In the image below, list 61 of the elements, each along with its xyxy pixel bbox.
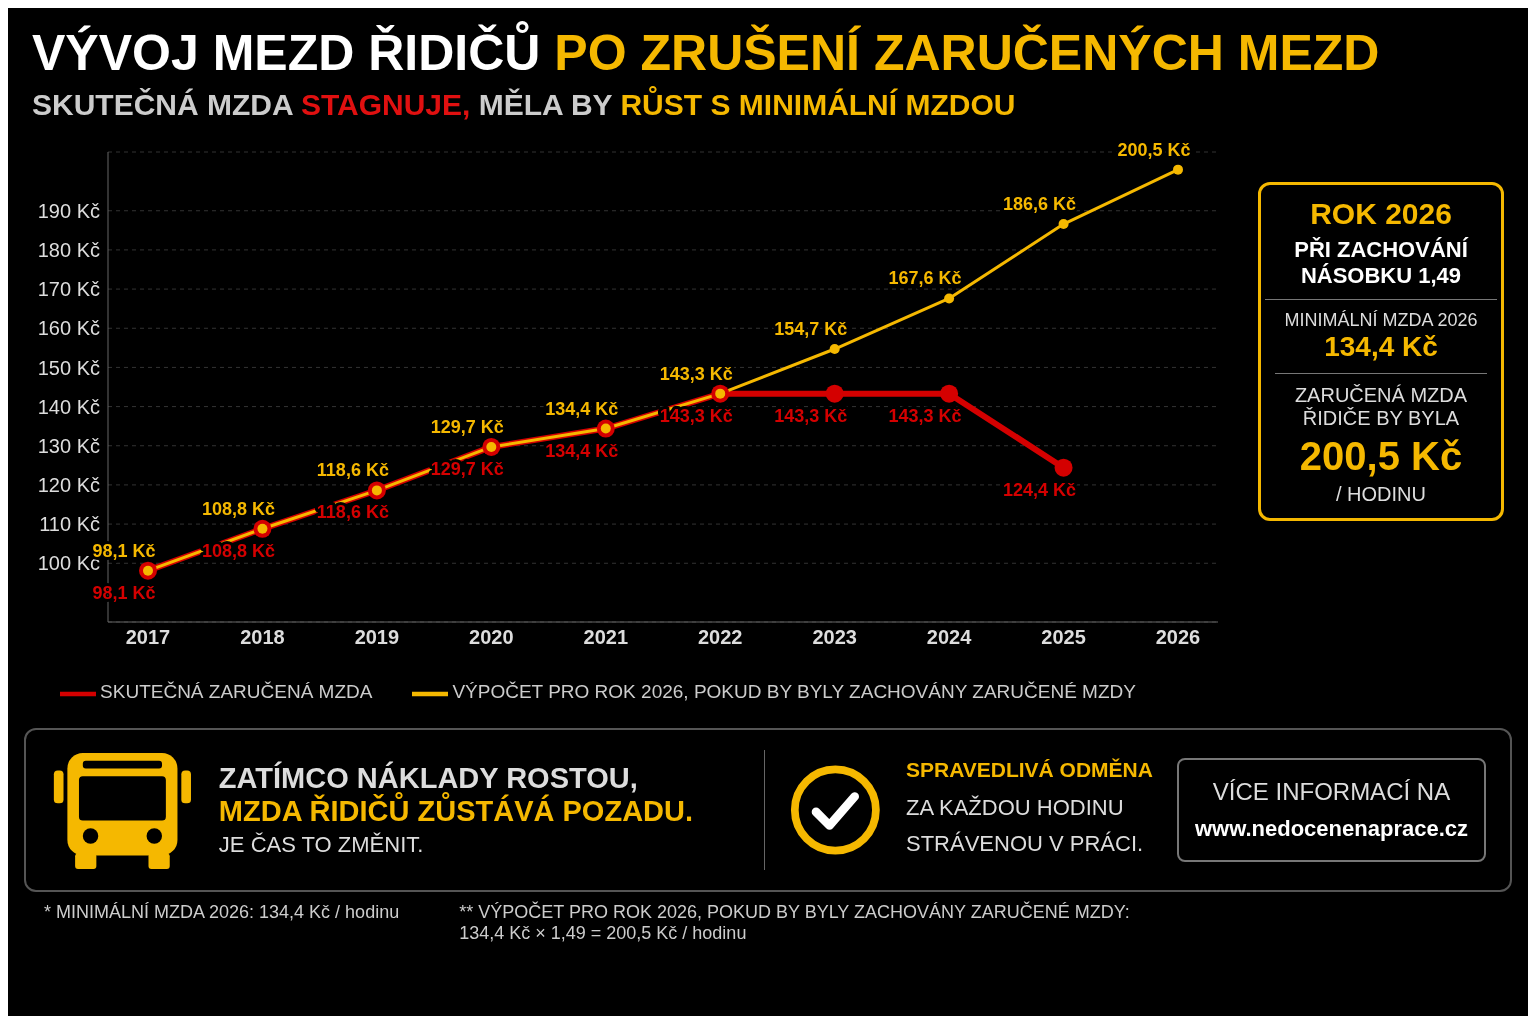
text: ROK 2026 [1309, 197, 1453, 231]
data-label: 143,3 Kč [659, 363, 733, 384]
point [1173, 164, 1183, 175]
x-tick-label: 2018 [240, 626, 285, 649]
data-label: 129,7 Kč [430, 416, 504, 437]
text: PŘI ZACHOVÁNÍ NÁSOBKU 1,49 [1293, 237, 1470, 289]
text: MINIMÁLNÍ MZDA 2026 [1265, 299, 1497, 331]
text: * MINIMÁLNÍ MZDA 2026: 134,4 Kč / hodinu [44, 902, 400, 924]
text: ZA KAŽDOU HODINU STRÁVENOU V PRÁCI. [905, 794, 1145, 858]
x-tick-label: 2019 [354, 626, 400, 649]
point [1058, 219, 1069, 230]
legend-label: VÝPOČET PRO ROK 2026, POKUD BY BYLY ZACHOVÁNY ZARUČENÉ MZDY [452, 681, 1136, 703]
y-tick-label: 130 Kč [37, 434, 100, 457]
data-label: 108,8 Kč [201, 540, 275, 561]
data-label: 108,8 Kč [201, 498, 275, 519]
data-label: 98,1 Kč [92, 582, 156, 603]
y-tick-label: 180 Kč [37, 239, 100, 262]
text: ** VÝPOČET PRO ROK 2026, POKUD BY BYLY ZACHOVÁNY ZARUČENÉ MZDY: 134,4 Kč × 1,49 = 200,5 Kč / hodinu [459, 902, 1131, 944]
data-label: 143,3 Kč [888, 405, 962, 426]
text: 134,4 Kč [1323, 331, 1439, 363]
data-label: 167,6 Kč [888, 268, 962, 289]
x-tick-label: 2024 [926, 626, 973, 649]
y-tick-label: 120 Kč [37, 474, 100, 497]
text: 200,5 Kč [1298, 434, 1464, 479]
y-tick-label: 160 Kč [37, 317, 100, 340]
data-label: 124,4 Kč [1003, 479, 1077, 500]
data-label: 118,6 Kč [316, 460, 389, 481]
x-tick-label: 2025 [1041, 626, 1086, 649]
y-tick-label: 170 Kč [37, 278, 100, 301]
text: SKUTEČNÁ MZDA STAGNUJE, MĚLA BY RŮST S MINIMÁLNÍ MZDOU [32, 88, 1016, 121]
y-tick-label: 110 Kč [39, 513, 100, 536]
y-tick-label: 190 Kč [37, 199, 100, 222]
data-label: 129,7 Kč [430, 458, 504, 479]
data-label: 118,6 Kč [316, 502, 389, 523]
y-tick-label: 140 Kč [37, 395, 100, 418]
data-label: 143,3 Kč [659, 405, 733, 426]
legend-label: SKUTEČNÁ ZARUČENÁ MZDA [100, 681, 373, 703]
point [940, 384, 959, 403]
data-label: 200,5 Kč [1117, 139, 1191, 160]
data-label: 154,7 Kč [774, 319, 848, 340]
x-tick-label: 2022 [697, 626, 743, 649]
text: www.nedocenenaprace.cz [1194, 816, 1468, 842]
data-label: 134,4 Kč [545, 440, 619, 461]
point [1054, 458, 1073, 477]
y-tick-label: 150 Kč [37, 356, 100, 379]
x-tick-label: 2026 [1155, 626, 1201, 649]
point [829, 344, 840, 355]
data-label: 134,4 Kč [545, 398, 619, 419]
data-label: 143,3 Kč [774, 405, 848, 426]
text: SPRAVEDLIVÁ ODMĚNA [905, 758, 1153, 782]
point [944, 293, 955, 304]
x-tick-label: 2021 [583, 626, 629, 649]
text: ZARUČENÁ MZDA ŘIDIČE BY BYLA [1275, 373, 1487, 430]
text: JE ČAS TO ZMĚNIT. [218, 832, 425, 858]
x-tick-label: 2017 [125, 626, 171, 649]
text: / HODINU [1335, 483, 1427, 506]
text: VÍCE INFORMACÍ NA [1211, 778, 1452, 806]
x-tick-label: 2020 [469, 626, 514, 649]
point [825, 384, 844, 403]
x-tick-label: 2023 [812, 626, 857, 649]
data-label: 186,6 Kč [1003, 194, 1077, 215]
